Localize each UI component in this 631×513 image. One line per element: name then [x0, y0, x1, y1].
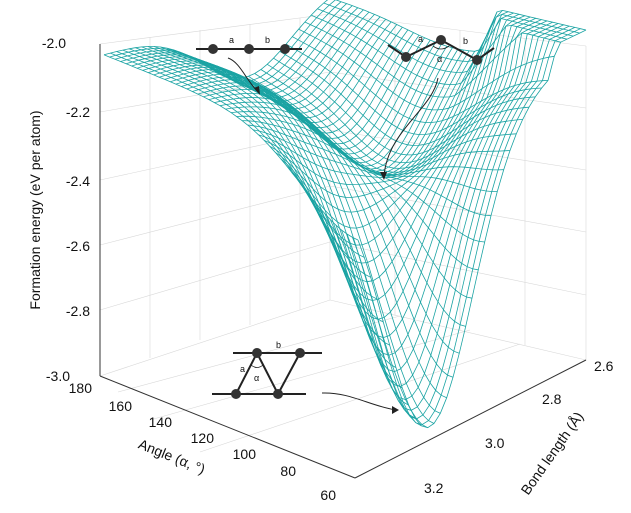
bond-tick-label: 3.0: [485, 435, 505, 451]
surface-line-bond: [285, 43, 542, 136]
surface-line-angle: [280, 11, 509, 229]
inset-label: α: [437, 54, 442, 64]
surface-line-bond: [304, 21, 561, 98]
surface-line-bond: [204, 64, 460, 354]
angle-tick-label: 100: [233, 446, 257, 462]
atom-icon: [273, 389, 283, 399]
surface-line-bond: [273, 57, 530, 156]
inset-label: b: [463, 36, 468, 46]
surface-line-bond: [103, 54, 359, 241]
surface-line-bond: [166, 47, 422, 427]
axis-frame: [99, 44, 587, 479]
surface-line-bond: [122, 49, 378, 300]
surface-line-bond: [292, 36, 549, 123]
bond-tick-label: 2.8: [542, 391, 562, 407]
surface-line-bond: [323, 2, 580, 62]
z-axis-title: Formation energy (eV per atom): [27, 110, 43, 309]
surface-line-bond: [210, 68, 466, 327]
z-tick-label: -3.0: [46, 368, 70, 384]
inset-triangular-chain: a b α: [212, 340, 399, 414]
surface-line-bond: [154, 46, 409, 406]
inset-label: a: [418, 34, 423, 44]
surface-line-bond: [260, 69, 517, 169]
surface-line-bond: [135, 47, 390, 346]
bond-tick-label: 3.2: [424, 480, 444, 496]
inset-label: α: [254, 373, 259, 383]
atom-icon: [436, 35, 446, 45]
angle-tick-label: 80: [280, 463, 296, 479]
bond-tick-label: 2.6: [594, 358, 614, 374]
angle-tick-label: 160: [109, 398, 133, 414]
floor-grid: [99, 299, 587, 453]
surface-line-bond: [248, 75, 504, 175]
surface-line-bond: [191, 57, 447, 399]
surface-line-bond: [110, 52, 365, 258]
surface-line-bond: [229, 76, 485, 243]
surface-line-bond: [141, 46, 397, 368]
surface-line-bond: [116, 51, 371, 278]
back-wall-grid: [99, 13, 587, 376]
atom-icon: [231, 389, 241, 399]
z-ticks: -2.0 -2.2 -2.4 -2.6 -2.8 -3.0: [42, 35, 90, 384]
surface-line-bond: [317, 8, 574, 74]
inset-label: a: [240, 364, 245, 374]
surface-line-angle: [324, 21, 553, 373]
surface-line-bond: [266, 63, 523, 163]
surface-line-bond: [298, 28, 555, 111]
z-tick-label: -2.4: [66, 173, 90, 189]
atom-icon: [280, 44, 290, 54]
atom-icon: [252, 348, 262, 358]
inset-label: a: [229, 35, 234, 45]
inset-flat-chain: a b: [196, 35, 302, 95]
pointer-arrow: [383, 77, 439, 177]
surface-line-bond: [128, 48, 384, 323]
surface-line-bond: [172, 49, 428, 429]
atom-icon: [295, 348, 305, 358]
bond-ticks: 2.6 2.8 3.0 3.2: [424, 358, 614, 496]
atom-icon: [401, 52, 411, 62]
surface-line-bond: [311, 14, 568, 85]
angle-tick-label: 60: [320, 487, 336, 503]
surface-line-bond: [160, 46, 416, 419]
inset-buckled-chain: a b α: [380, 34, 495, 180]
z-tick-label: -2.8: [66, 303, 90, 319]
atom-icon: [244, 44, 254, 54]
atom-icon: [208, 44, 218, 54]
angle-tick-label: 120: [191, 430, 215, 446]
inset-label: b: [276, 340, 281, 350]
surface-line-bond: [235, 77, 492, 217]
surface-mesh: [103, 0, 587, 429]
surface-line-angle: [335, 24, 564, 401]
angle-tick-label: 140: [149, 414, 173, 430]
atom-icon: [472, 55, 482, 65]
z-tick-label: -2.0: [42, 35, 66, 51]
bond-axis-title: Bond length (Å): [517, 409, 586, 498]
surface-line-bond: [279, 51, 536, 146]
angle-tick-label: 180: [69, 380, 93, 396]
inset-label: b: [265, 35, 270, 45]
pointer-arrow: [321, 392, 397, 411]
z-tick-label: -2.6: [66, 238, 90, 254]
angle-ticks: 180 160 140 120 100 80 60: [69, 380, 337, 503]
surface-line-angle: [357, 29, 587, 429]
surface-line-bond: [254, 73, 511, 173]
z-tick-label: -2.2: [66, 104, 90, 120]
